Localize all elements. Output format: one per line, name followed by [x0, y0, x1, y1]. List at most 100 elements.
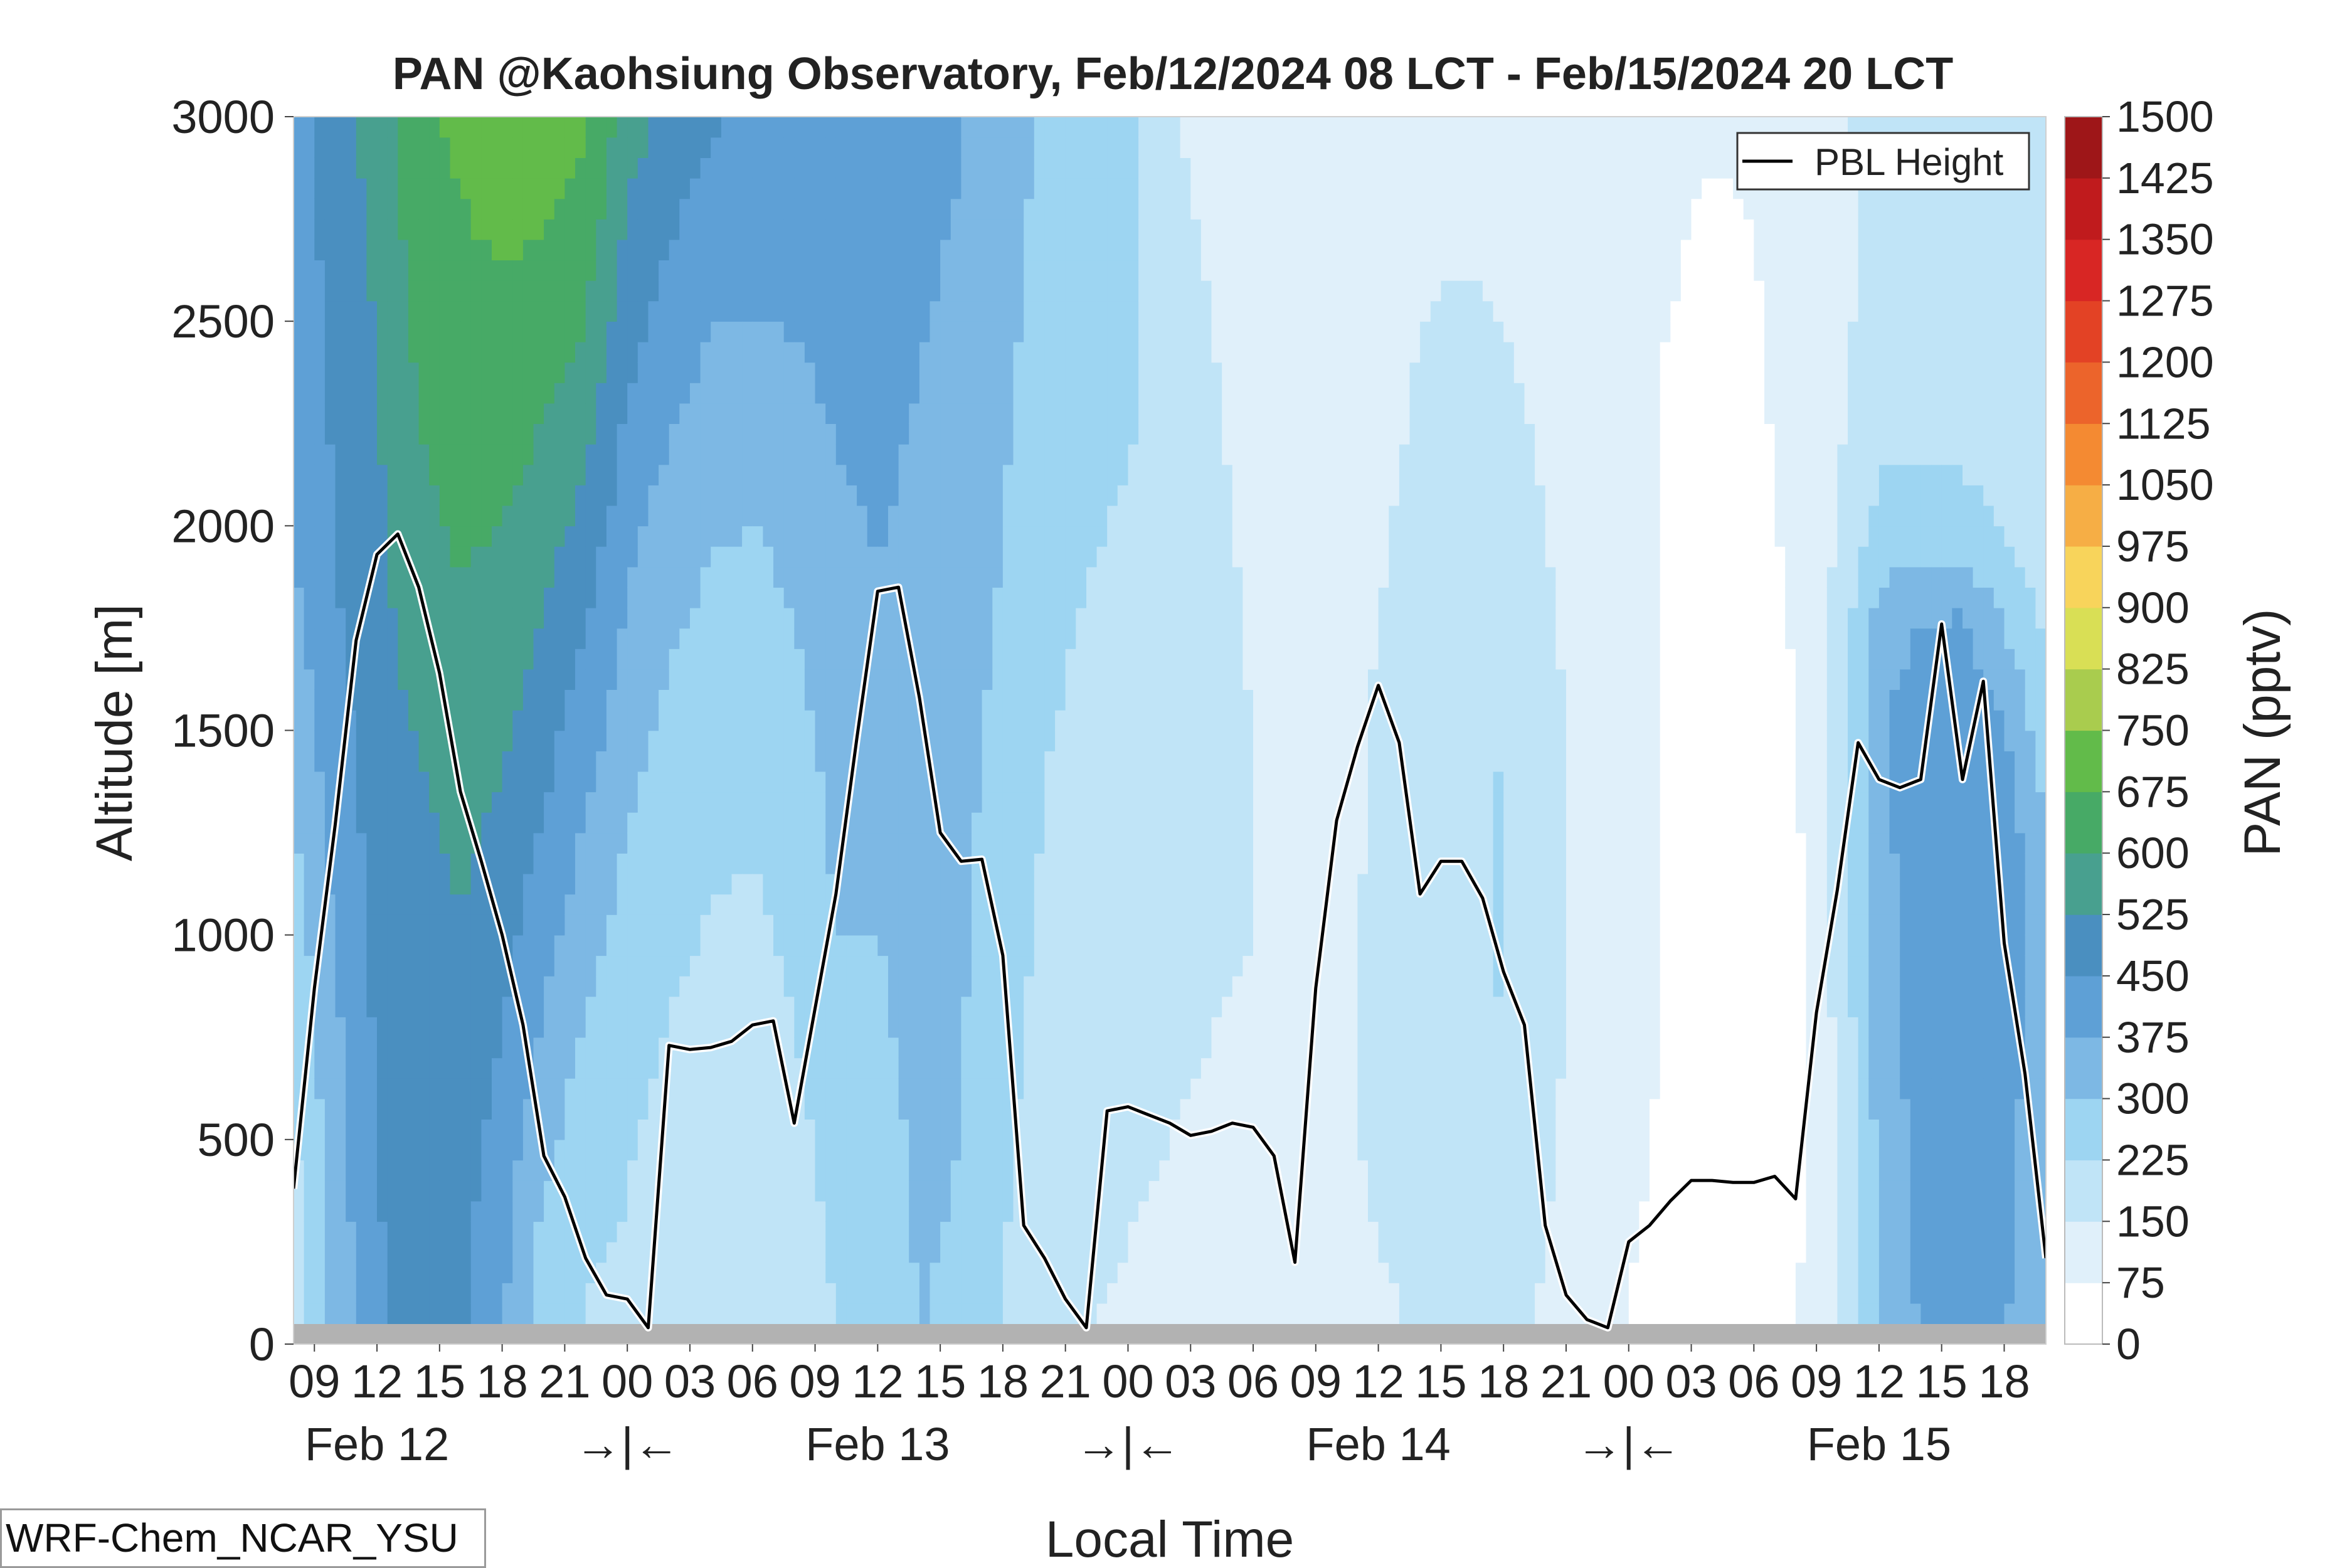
heatmap-cell	[460, 300, 472, 322]
heatmap-cell	[398, 628, 409, 649]
heatmap-cell	[324, 996, 336, 1017]
heatmap-cell	[669, 1139, 681, 1161]
heatmap-cell	[773, 1303, 785, 1325]
heatmap-cell	[731, 1180, 743, 1202]
heatmap-cell	[857, 1221, 868, 1242]
heatmap-cell	[898, 280, 909, 302]
heatmap-cell	[1013, 751, 1024, 772]
heatmap-cell	[492, 1262, 503, 1283]
heatmap-cell	[294, 689, 305, 711]
heatmap-cell	[346, 260, 357, 281]
heatmap-cell	[804, 485, 816, 506]
heatmap-cell	[700, 1180, 711, 1202]
heatmap-cell	[1148, 751, 1160, 772]
heatmap-cell	[1128, 1221, 1139, 1242]
heatmap-cell	[554, 1057, 566, 1079]
heatmap-cell	[950, 260, 962, 281]
heatmap-cell	[950, 709, 962, 731]
heatmap-cell	[346, 157, 357, 179]
heatmap-cell	[617, 853, 628, 874]
heatmap-cell	[972, 1098, 983, 1120]
heatmap-cell	[1013, 996, 1024, 1017]
heatmap-cell	[575, 1160, 586, 1181]
heatmap-cell	[804, 1262, 816, 1283]
heatmap-cell	[418, 1057, 430, 1079]
heatmap-cell	[356, 914, 368, 936]
heatmap-cell	[1044, 1160, 1056, 1181]
heatmap-cell	[721, 403, 733, 424]
heatmap-cell	[877, 443, 889, 465]
heatmap-cell	[669, 1078, 681, 1099]
heatmap-cell	[481, 566, 492, 588]
heatmap-cell	[898, 239, 909, 261]
heatmap-cell	[1044, 300, 1056, 322]
heatmap-cell	[346, 1180, 357, 1202]
heatmap-cell	[544, 1098, 555, 1120]
heatmap-cell	[1076, 730, 1087, 751]
heatmap-cell	[888, 383, 899, 404]
heatmap-cell	[972, 464, 983, 485]
heatmap-cell	[982, 1119, 993, 1140]
heatmap-cell	[366, 526, 378, 547]
heatmap-cell	[898, 198, 909, 220]
heatmap-cell	[961, 137, 972, 158]
heatmap-cell	[429, 873, 440, 895]
heatmap-cell	[1076, 853, 1087, 874]
heatmap-cell	[356, 526, 368, 547]
heatmap-cell	[815, 443, 826, 465]
heatmap-cell	[690, 607, 701, 629]
heatmap-cell	[324, 1262, 336, 1283]
heatmap-cell	[502, 832, 513, 854]
heatmap-cell	[1128, 526, 1139, 547]
heatmap-cell	[950, 157, 962, 179]
heatmap-cell	[481, 443, 492, 465]
heatmap-cell	[909, 423, 920, 445]
heatmap-cell	[940, 1078, 951, 1099]
heatmap-cell	[825, 1057, 837, 1079]
heatmap-cell	[606, 383, 618, 404]
heatmap-cell	[690, 1283, 701, 1304]
heatmap-cell	[492, 996, 503, 1017]
heatmap-cell	[669, 792, 681, 813]
heatmap-cell	[1044, 362, 1056, 383]
heatmap-cell	[783, 709, 795, 731]
heatmap-cell	[294, 649, 305, 670]
heatmap-cell	[648, 914, 659, 936]
heatmap-cell	[961, 117, 972, 138]
heatmap-cell	[961, 546, 972, 568]
heatmap-cell	[439, 1303, 451, 1325]
heatmap-cell	[835, 1241, 847, 1263]
heatmap-cell	[773, 321, 785, 342]
heatmap-cell	[387, 1017, 399, 1038]
heatmap-cell	[398, 1283, 409, 1304]
heatmap-cell	[617, 383, 628, 404]
heatmap-cell	[804, 873, 816, 895]
heatmap-cell	[898, 321, 909, 342]
heatmap-cell	[867, 996, 879, 1017]
heatmap-cell	[898, 1017, 909, 1038]
heatmap-cell	[1065, 832, 1077, 854]
heatmap-cell	[700, 341, 711, 363]
heatmap-cell	[909, 505, 920, 527]
heatmap-cell	[450, 341, 461, 363]
heatmap-cell	[294, 423, 305, 445]
heatmap-cell	[857, 1098, 868, 1120]
heatmap-cell	[815, 771, 826, 793]
heatmap-cell	[763, 1180, 774, 1202]
heatmap-cell	[1076, 935, 1087, 956]
heatmap-cell	[1002, 1139, 1014, 1161]
heatmap-cell	[950, 730, 962, 751]
heatmap-cell	[961, 383, 972, 404]
heatmap-cell	[763, 505, 774, 527]
heatmap-cell	[1148, 157, 1160, 179]
heatmap-cell	[460, 321, 472, 342]
heatmap-cell	[835, 1078, 847, 1099]
heatmap-cell	[909, 157, 920, 179]
heatmap-cell	[356, 362, 368, 383]
heatmap-cell	[627, 894, 638, 915]
heatmap-cell	[387, 157, 399, 179]
heatmap-cell	[429, 792, 440, 813]
heatmap-cell	[752, 730, 764, 751]
heatmap-cell	[502, 260, 513, 281]
heatmap-cell	[502, 403, 513, 424]
